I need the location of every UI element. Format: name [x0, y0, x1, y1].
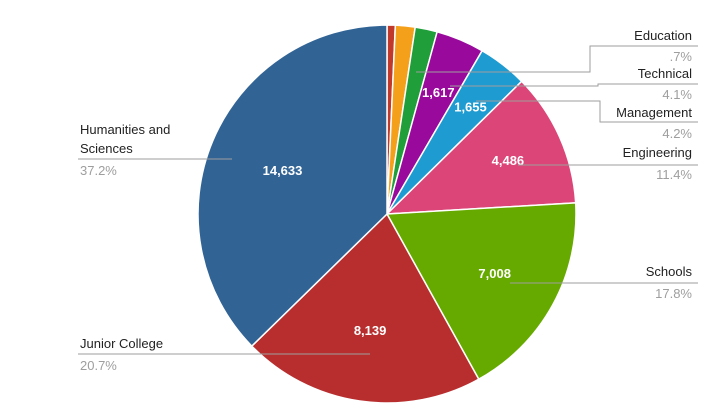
pct-education: .7% — [670, 49, 693, 64]
pie-slice-6 — [385, 202, 577, 381]
slice-value-3: 1,617 — [422, 85, 455, 100]
pct-engineering: 11.4% — [656, 167, 692, 182]
label-education: Education — [634, 28, 692, 43]
leader-education — [416, 45, 698, 73]
pie-slices — [197, 24, 577, 404]
label-humanities-line2: Sciences — [80, 141, 133, 156]
leader-management — [476, 100, 698, 123]
leader-lines — [78, 45, 698, 355]
leader-technical — [450, 83, 698, 87]
slice-value-8: 14,633 — [263, 163, 303, 178]
label-humanities-line1: Humanities and — [80, 122, 170, 137]
slice-value-5: 4,486 — [492, 153, 525, 168]
label-engineering: Engineering — [623, 145, 692, 160]
pct-technical: 4.1% — [662, 87, 692, 102]
pct-management: 4.2% — [662, 126, 692, 141]
pie-slice-7 — [250, 212, 480, 404]
pie-slice-8 — [197, 24, 388, 348]
slice-value-6: 7,008 — [478, 266, 511, 281]
label-junior-college: Junior College — [80, 336, 163, 351]
pie-slice-5 — [385, 80, 577, 215]
pct-junior-college: 20.7% — [80, 358, 117, 373]
label-humanities: Humanities and Sciences — [80, 122, 174, 156]
label-technical: Technical — [638, 66, 692, 81]
label-schools: Schools — [646, 264, 693, 279]
slice-value-7: 8,139 — [354, 323, 387, 338]
pct-humanities: 37.2% — [80, 163, 117, 178]
label-management: Management — [616, 105, 692, 120]
slice-value-4: 1,655 — [454, 100, 487, 115]
pct-schools: 17.8% — [655, 286, 692, 301]
